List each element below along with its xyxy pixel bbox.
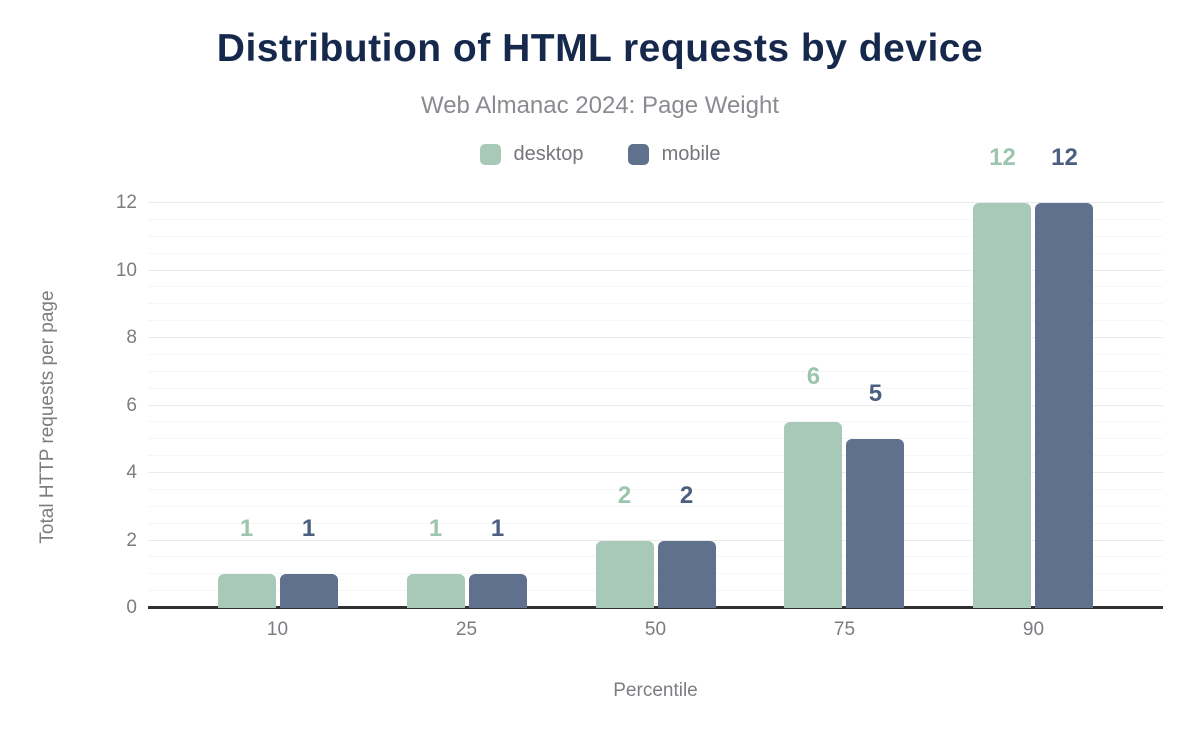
- gridline-minor-9: [148, 303, 1163, 305]
- gridline-minor-10.5: [148, 252, 1163, 254]
- x-tick-label-50: 50: [644, 619, 667, 640]
- gridline-major-10: [148, 269, 1163, 271]
- gridline-minor-3: [148, 505, 1163, 507]
- y-axis-title: Total HTTP requests per page: [37, 290, 58, 544]
- legend: desktop mobile: [0, 143, 1200, 166]
- y-tick-label-2: 2: [126, 529, 137, 551]
- mobile-swatch-icon: [627, 144, 649, 165]
- chart-subtitle: Web Almanac 2024: Page Weight: [420, 92, 779, 119]
- gridline-minor-7: [148, 370, 1163, 372]
- bar-mobile-p75: [846, 439, 905, 608]
- legend-label-mobile: mobile: [661, 143, 721, 165]
- bar-mobile-p90: [1035, 203, 1094, 608]
- y-tick-label-12: 12: [115, 192, 137, 213]
- gridline-minor-3.5: [148, 488, 1163, 490]
- bar-value-label-desktop-p10: 1: [239, 515, 254, 543]
- x-tick-label-10: 10: [266, 619, 289, 640]
- gridline-minor-1: [148, 573, 1163, 575]
- y-tick-label-0: 0: [126, 597, 137, 618]
- x-tick-label-25: 25: [455, 619, 478, 640]
- bar-value-label-desktop-p25: 1: [428, 515, 443, 543]
- bar-value-label-mobile-p75: 5: [868, 380, 883, 408]
- x-tick-label-90: 90: [1022, 619, 1045, 640]
- y-tick-label-10: 10: [115, 259, 137, 281]
- y-tick-label-4: 4: [126, 462, 137, 483]
- gridline-major-8: [148, 337, 1163, 338]
- plot-area: Percentile 0 2 4 6 8 10 12 10 1 1 25 1 1 50 2 2 75 6 5 90 12…: [116, 146, 1163, 701]
- bar-mobile-p10: [279, 574, 338, 608]
- gridline-minor-4.5: [148, 455, 1163, 457]
- gridline-minor-0.5: [148, 590, 1163, 592]
- gridline-minor-11.5: [148, 218, 1163, 220]
- y-tick-label-6: 6: [126, 394, 137, 416]
- gridline-major-12: [148, 202, 1163, 203]
- gridline-minor-8.5: [148, 320, 1163, 322]
- desktop-swatch-icon: [479, 144, 501, 165]
- gridline-minor-1.5: [148, 556, 1163, 558]
- bar-value-label-mobile-p50: 2: [679, 481, 694, 509]
- bar-value-label-desktop-p90: 12: [989, 144, 1016, 171]
- gridline-major-4: [148, 472, 1163, 473]
- x-axis-title: Percentile: [613, 680, 698, 701]
- bar-desktop-p75: [784, 422, 843, 608]
- x-axis-baseline: [148, 606, 1163, 609]
- bar-desktop-p90: [973, 203, 1032, 608]
- legend-item-desktop: desktop: [479, 143, 584, 166]
- gridline-minor-6.5: [148, 387, 1163, 389]
- gridline-minor-2.5: [148, 522, 1163, 524]
- bar-value-label-desktop-p75: 6: [806, 363, 821, 391]
- bar-desktop-p25: [406, 574, 465, 608]
- bar-desktop-p10: [217, 574, 276, 608]
- bar-desktop-p50: [595, 540, 654, 608]
- gridline-minor-7.5: [148, 353, 1163, 355]
- gridline-major-2: [148, 539, 1163, 541]
- gridline-minor-11: [148, 235, 1163, 237]
- gridline-minor-9.5: [148, 286, 1163, 288]
- y-tick-label-8: 8: [126, 327, 137, 348]
- bar-value-label-mobile-p25: 1: [490, 515, 505, 543]
- bar-mobile-p50: [657, 540, 716, 608]
- gridline-major-6: [148, 404, 1163, 406]
- chart-title: Distribution of HTML requests by device: [216, 27, 984, 70]
- bar-value-label-desktop-p50: 2: [617, 481, 632, 509]
- gridline-minor-5.5: [148, 421, 1163, 423]
- gridline-minor-5: [148, 438, 1163, 440]
- bar-mobile-p25: [468, 574, 527, 608]
- bar-value-label-mobile-p10: 1: [301, 515, 316, 543]
- x-tick-label-75: 75: [833, 619, 856, 640]
- bar-value-label-mobile-p90: 12: [1051, 144, 1078, 171]
- legend-item-mobile: mobile: [627, 143, 721, 166]
- legend-label-desktop: desktop: [513, 143, 584, 165]
